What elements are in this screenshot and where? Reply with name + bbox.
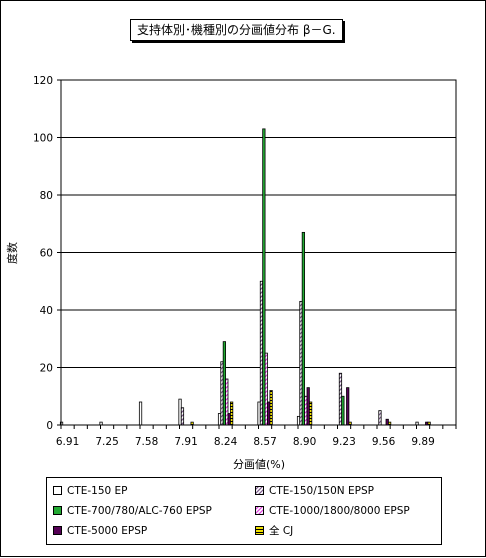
bar <box>138 401 143 426</box>
bar <box>346 387 350 426</box>
axes <box>57 79 457 429</box>
x-tick-label: 6.91 <box>56 436 79 448</box>
y-axis-label: 度数 <box>5 242 19 264</box>
bars <box>59 128 431 426</box>
x-tick-label: 9.23 <box>332 436 355 448</box>
y-tick-label: 20 <box>40 363 53 375</box>
y-tick-label: 120 <box>33 75 53 87</box>
x-axis-label: 分画値(%) <box>233 458 285 471</box>
x-tick-label: 8.24 <box>214 436 238 448</box>
bar <box>180 407 185 426</box>
legend-label: CTE-700/780/ALC-760 EPSP <box>67 505 212 517</box>
x-tick-label: 9.89 <box>411 436 434 448</box>
bar <box>309 401 313 426</box>
legend: CTE-150 EP CTE-150/150N EPSP CTE-700/780… <box>46 477 442 545</box>
bar <box>230 401 234 426</box>
x-tick-label: 8.90 <box>293 436 316 448</box>
x-tick-label: 8.57 <box>253 436 276 448</box>
bar <box>269 390 273 426</box>
y-tick-label: 40 <box>40 305 53 317</box>
chart-title: 支持体別･機種別の分画値分布 β－G. <box>130 19 343 41</box>
x-tick-label: 7.58 <box>135 436 158 448</box>
y-tick-label: 100 <box>33 133 53 145</box>
bar <box>378 410 382 426</box>
y-tick-label: 80 <box>40 190 53 202</box>
x-tick-label: 7.25 <box>95 436 118 448</box>
x-tick-label: 7.91 <box>174 436 197 448</box>
grid-lines <box>61 79 456 368</box>
y-tick-label: 0 <box>46 420 53 432</box>
x-tick-label: 9.56 <box>372 436 396 448</box>
legend-label: CTE-150 EP <box>67 485 128 497</box>
bar <box>341 395 345 426</box>
tick-labels: 0 20 40 60 80 100 120 6.91 7.25 7.58 7.91 8.24 8.57 8… <box>33 75 435 448</box>
legend-label: CTE-1000/1800/8000 EPSP <box>269 505 410 517</box>
y-tick-label: 60 <box>40 248 53 260</box>
legend-label: CTE-150/150N EPSP <box>269 485 374 497</box>
legend-label: 全 CJ <box>269 525 294 537</box>
legend-label: CTE-5000 EPSP <box>67 525 148 537</box>
